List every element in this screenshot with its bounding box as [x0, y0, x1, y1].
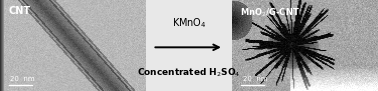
Text: KMnO$_4$: KMnO$_4$: [172, 16, 206, 30]
Text: 20  nm: 20 nm: [243, 76, 267, 82]
Text: Concentrated H$_2$SO$_4$: Concentrated H$_2$SO$_4$: [137, 67, 241, 79]
Text: MnO$_2$/G-CNT: MnO$_2$/G-CNT: [240, 6, 299, 19]
Text: 20  nm: 20 nm: [10, 76, 35, 82]
Text: CNT: CNT: [9, 6, 31, 16]
